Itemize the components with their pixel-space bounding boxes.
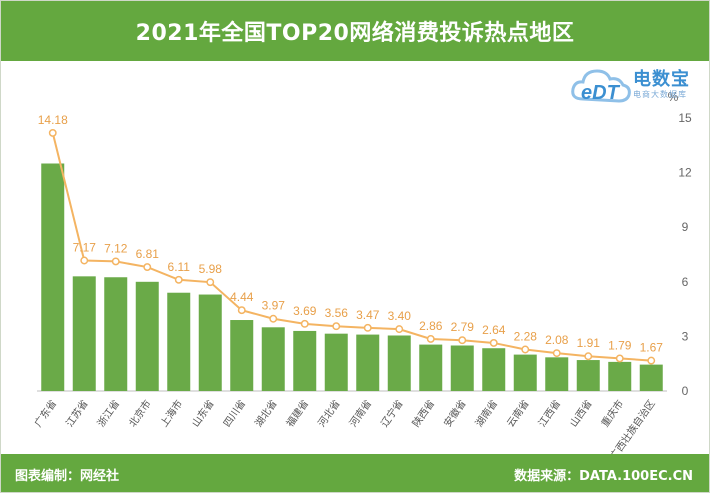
logo-mark: eDT — [581, 82, 621, 104]
logo-brand: 电数宝 — [633, 69, 690, 90]
data-label: 3.47 — [356, 308, 380, 322]
bar — [356, 334, 380, 391]
cloud-logo-icon: eDT — [571, 69, 631, 104]
x-tick-label: 四川省 — [220, 397, 248, 429]
bar — [639, 364, 663, 391]
bar — [545, 357, 569, 391]
line-point — [552, 349, 561, 358]
y-tick-label: 6 — [682, 275, 689, 289]
data-label: 2.64 — [482, 323, 506, 337]
line-point — [489, 339, 498, 347]
data-label: 6.11 — [168, 260, 191, 274]
line-point — [647, 356, 656, 365]
bar — [513, 354, 537, 391]
data-label: 2.28 — [514, 330, 538, 344]
bar — [324, 333, 348, 391]
footer-source: 数据来源：DATA.100EC.CN — [514, 469, 693, 484]
line-point — [237, 306, 246, 315]
logo-tagline: 电商大数据库 — [633, 90, 687, 99]
x-tick-label: 重庆市 — [598, 397, 626, 429]
data-label: 1.67 — [640, 341, 664, 355]
line-point — [363, 323, 372, 332]
data-label: 3.97 — [262, 299, 286, 313]
x-tick-label: 湖南省 — [472, 397, 500, 429]
x-tick-label: 北京市 — [126, 397, 154, 429]
y-tick-label: 15 — [678, 111, 692, 125]
x-tick-label: 上海市 — [157, 397, 185, 429]
line-point — [426, 334, 435, 343]
data-label: 4.44 — [230, 290, 254, 304]
bar — [198, 294, 222, 391]
line-point — [174, 275, 183, 284]
logo: eDT 电数宝 电商大数据库 — [567, 59, 703, 111]
data-label: 3.69 — [293, 304, 317, 318]
line-point — [48, 128, 57, 137]
y-tick-label: 12 — [678, 166, 692, 180]
line-point — [332, 322, 341, 331]
line-point — [395, 325, 404, 334]
bar — [41, 163, 65, 391]
line-point — [80, 256, 89, 265]
bar — [450, 345, 474, 391]
x-tick-label: 安徽省 — [441, 397, 469, 429]
x-tick-label: 湖北省 — [252, 397, 280, 429]
bar — [230, 320, 254, 391]
line-point — [584, 352, 593, 361]
x-tick-label: 河北省 — [315, 397, 343, 429]
x-tick-label: 河南省 — [346, 397, 374, 429]
data-label: 3.40 — [388, 309, 412, 323]
bar — [482, 348, 506, 391]
y-tick-label: 3 — [682, 329, 689, 343]
x-tick-label: 浙江省 — [94, 397, 122, 429]
data-label: 3.56 — [325, 306, 349, 320]
data-label: 7.17 — [73, 241, 97, 255]
line-point — [521, 345, 530, 354]
line-point — [111, 257, 120, 266]
footer-bar: 图表编制：网经社 数据来源：DATA.100EC.CN — [1, 454, 709, 492]
line-point — [269, 314, 278, 323]
x-tick-label: 陕西省 — [409, 397, 437, 429]
bar — [104, 277, 128, 391]
bar — [608, 361, 632, 391]
data-label: 2.08 — [545, 333, 569, 347]
footer-credit: 图表编制：网经社 — [15, 469, 120, 484]
y-tick-label: 9 — [682, 220, 689, 234]
data-label: 2.86 — [419, 319, 443, 333]
bar — [261, 327, 285, 391]
bar — [72, 276, 96, 391]
x-tick-label: 云南省 — [504, 397, 532, 429]
data-label: 6.81 — [136, 247, 160, 261]
x-tick-label: 福建省 — [283, 397, 311, 429]
y-tick-label: 0 — [682, 384, 689, 398]
y-unit-label: % — [668, 90, 679, 104]
bar — [419, 344, 443, 391]
data-label: 2.79 — [451, 320, 475, 334]
line-point — [615, 354, 624, 363]
trend-line — [51, 132, 652, 362]
data-label: 1.79 — [608, 338, 632, 352]
x-tick-label: 江西省 — [535, 397, 563, 429]
bar — [167, 292, 191, 391]
line-point — [206, 278, 215, 287]
bar — [576, 360, 600, 391]
line-point — [300, 319, 309, 328]
data-label: 7.12 — [104, 241, 128, 255]
bar — [293, 330, 317, 391]
bar — [135, 281, 159, 391]
x-tick-label: 辽宁省 — [378, 397, 406, 429]
data-label: 1.91 — [577, 336, 601, 350]
line-point — [143, 263, 152, 272]
x-tick-label: 江苏省 — [63, 397, 91, 429]
bar — [387, 335, 411, 391]
x-tick-label: 山西省 — [567, 397, 595, 429]
x-tick-label: 山东省 — [189, 397, 217, 429]
data-label: 14.18 — [38, 113, 68, 127]
chart-title: 2021年全国TOP20网络消费投诉热点地区 — [1, 1, 709, 61]
data-label: 5.98 — [199, 262, 223, 276]
x-tick-label: 广东省 — [31, 397, 59, 429]
line-point — [458, 336, 467, 345]
